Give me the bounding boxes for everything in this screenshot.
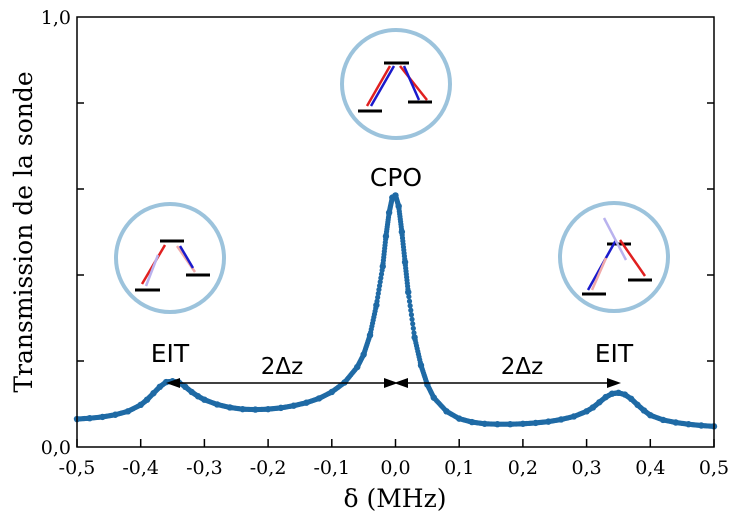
data-point-dense — [407, 303, 413, 309]
x-tick-label: -0,3 — [186, 457, 223, 479]
x-tick-label: 0,2 — [508, 457, 538, 479]
y-tick-label: 1,0 — [41, 7, 71, 29]
data-point-dense — [410, 325, 416, 331]
x-tick-label: -0,1 — [313, 457, 350, 479]
ticks-layer: -0,5 -0,4 -0,3 -0,2 -0,1 0,0 0,1 0,2 0,3 0,4 0,5 0,… — [41, 7, 729, 479]
x-tick-label: 0,0 — [380, 457, 410, 479]
x-axis-title: δ (MHz) — [343, 484, 446, 513]
data-point-dense — [408, 312, 415, 318]
data-point-dense — [375, 290, 381, 297]
cpo-label: CPO — [370, 163, 422, 192]
plot-frame — [76, 16, 715, 448]
data-point-dense — [378, 271, 385, 277]
eit-right-level-diagram — [558, 201, 670, 313]
data-point-dense — [411, 330, 417, 336]
delta-arrow-right — [394, 378, 621, 388]
x-tick-label: 0,1 — [444, 457, 474, 479]
data-point-dense — [409, 316, 415, 322]
y-axis-title: Transmission de la sonde — [9, 71, 38, 392]
data-layer — [73, 192, 718, 430]
x-tick-label: 0,5 — [699, 457, 729, 479]
data-point-dense — [406, 294, 412, 300]
x-tick-label: 0,4 — [635, 457, 665, 479]
eit-left-level-diagram — [114, 202, 226, 314]
data-point-dense — [410, 321, 416, 327]
x-tick-label: 0,3 — [571, 457, 601, 479]
data-point-dense — [378, 275, 384, 281]
data-point-dense — [376, 287, 382, 293]
data-point-dense — [406, 298, 413, 304]
y-tick-label: 0,0 — [41, 437, 71, 459]
data-point-dense — [375, 294, 381, 300]
cpo-level-diagram — [340, 28, 452, 140]
delta-label-left: 2Δz — [261, 354, 303, 380]
data-point-dense — [374, 298, 380, 304]
x-tick-label: -0,5 — [59, 457, 96, 479]
delta-arrow-left — [166, 378, 398, 388]
data-point — [405, 289, 412, 296]
eit-left-label: EIT — [151, 339, 190, 368]
delta-label-right: 2Δz — [501, 354, 543, 380]
data-point-dense — [376, 283, 383, 289]
x-tick-label: -0,4 — [122, 457, 159, 479]
data-point-dense — [408, 307, 414, 313]
data-point-dense — [377, 279, 383, 285]
eit-right-label: EIT — [595, 339, 634, 368]
x-tick-label: -0,2 — [250, 457, 287, 479]
